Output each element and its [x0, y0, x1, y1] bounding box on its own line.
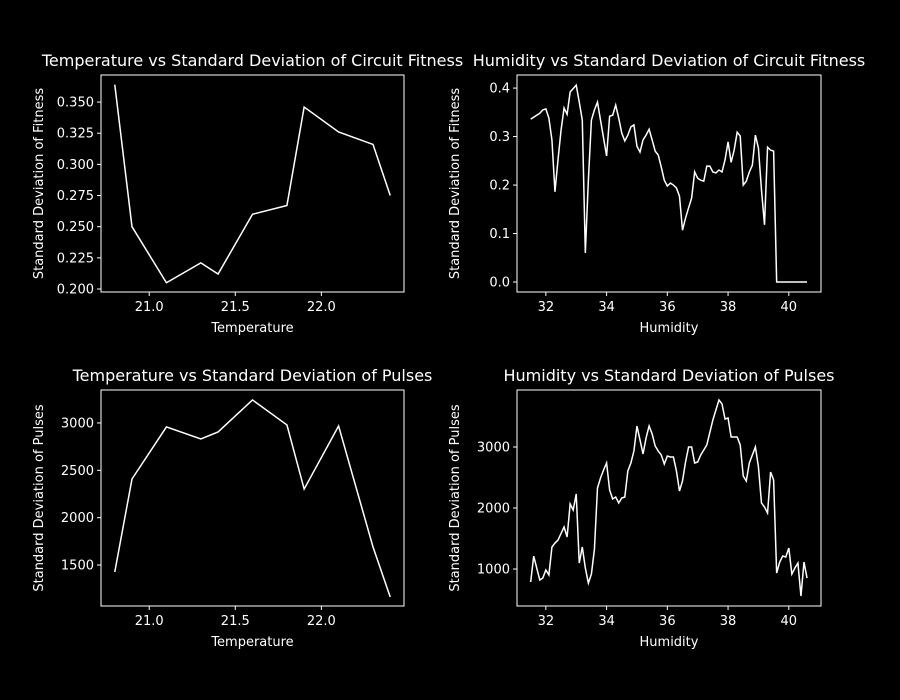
y-tick-label: 0.1: [489, 227, 510, 242]
x-tick-label: 36: [659, 300, 676, 315]
axes-frame: [100, 389, 405, 607]
subplot-title: Temperature vs Standard Deviation of Pul…: [72, 366, 433, 385]
x-tick-label: 40: [781, 614, 798, 629]
x-tick-label: 21.5: [221, 300, 250, 315]
y-tick-label: 0.350: [57, 96, 94, 111]
y-tick-label: 3000: [477, 440, 510, 455]
subplot-title: Temperature vs Standard Deviation of Cir…: [41, 51, 463, 70]
axes-frame: [516, 389, 822, 607]
axes-frame: [516, 74, 822, 293]
y-axis-label: Standard Deviation of Fitness: [448, 88, 463, 280]
x-tick-label: 32: [538, 300, 555, 315]
x-axis-label: Temperature: [210, 321, 293, 336]
y-tick-label: 3000: [61, 416, 94, 431]
subplot: Humidity vs Standard Deviation of Pulses…: [448, 366, 835, 650]
y-axis-label: Standard Deviation of Fitness: [32, 88, 47, 280]
y-tick-label: 0.0: [489, 276, 510, 291]
y-tick-label: 0.4: [489, 82, 510, 97]
y-tick-label: 0.275: [57, 189, 94, 204]
x-tick-label: 34: [598, 300, 615, 315]
y-tick-label: 0.200: [57, 283, 94, 298]
x-axis-label: Temperature: [210, 635, 293, 650]
x-axis-label: Humidity: [640, 635, 699, 650]
subplot-title: Humidity vs Standard Deviation of Pulses: [504, 366, 835, 385]
y-tick-label: 2000: [61, 511, 94, 526]
x-axis-label: Humidity: [640, 321, 699, 336]
y-tick-label: 2500: [61, 464, 94, 479]
x-tick-label: 22.0: [307, 300, 336, 315]
y-tick-label: 0.325: [57, 127, 94, 142]
subplot: Humidity vs Standard Deviation of Circui…: [448, 51, 865, 336]
x-tick-label: 34: [598, 614, 615, 629]
y-axis-label: Standard Deviation of Pulses: [448, 404, 463, 591]
y-tick-label: 0.300: [57, 158, 94, 173]
x-tick-label: 38: [720, 614, 737, 629]
data-line: [529, 398, 808, 597]
x-tick-label: 36: [659, 614, 676, 629]
x-tick-label: 22.0: [307, 614, 336, 629]
data-line: [114, 398, 391, 598]
y-tick-label: 1000: [477, 563, 510, 578]
subplot: Temperature vs Standard Deviation of Cir…: [32, 51, 463, 336]
y-tick-label: 0.225: [57, 251, 94, 266]
subplot-title: Humidity vs Standard Deviation of Circui…: [473, 51, 866, 70]
y-tick-label: 1500: [61, 558, 94, 573]
y-tick-label: 0.2: [489, 179, 510, 194]
x-tick-label: 21.5: [221, 614, 250, 629]
x-tick-label: 40: [781, 300, 798, 315]
x-tick-label: 32: [538, 614, 555, 629]
x-tick-label: 38: [720, 300, 737, 315]
data-line: [530, 83, 808, 283]
data-line: [114, 84, 391, 284]
x-tick-label: 21.0: [135, 614, 164, 629]
y-tick-label: 0.250: [57, 220, 94, 235]
y-tick-label: 2000: [477, 502, 510, 517]
y-tick-label: 0.3: [489, 130, 510, 145]
x-tick-label: 21.0: [135, 300, 164, 315]
y-axis-label: Standard Deviation of Pulses: [32, 404, 47, 591]
subplot: Temperature vs Standard Deviation of Pul…: [32, 366, 432, 650]
axes-frame: [100, 74, 405, 293]
